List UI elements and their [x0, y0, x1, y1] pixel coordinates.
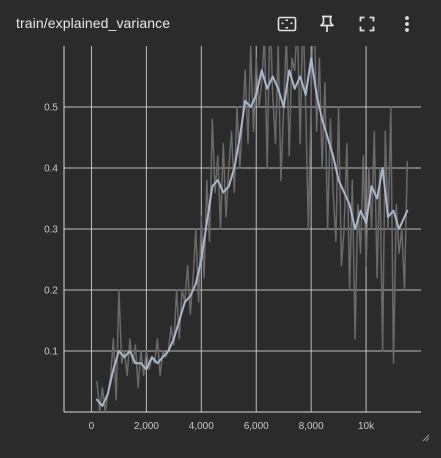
fullscreen-icon: [359, 16, 375, 32]
y-tick-label: 0.1: [44, 347, 58, 358]
fit-domain-button[interactable]: [267, 12, 307, 36]
raw-series-line: [96, 46, 409, 412]
chart-tick-labels: 0 2,000 4,000 6,000 8,000 10k 0.1 0.2 0.3 0.4 0.5: [44, 103, 375, 433]
y-tick-label: 0.2: [44, 286, 58, 297]
chart-title: train/explained_variance: [16, 15, 171, 31]
more-options-button[interactable]: [387, 12, 427, 36]
smoothed-series-line: [96, 57, 409, 407]
more-vert-icon: [404, 15, 410, 33]
x-tick-label: 10k: [358, 421, 375, 432]
fit-domain-icon: [277, 16, 297, 32]
resize-handle-icon[interactable]: [422, 434, 430, 442]
y-tick-label: 0.4: [44, 164, 58, 175]
x-tick-label: 8,000: [299, 421, 324, 432]
chart-toolbar: [267, 12, 427, 36]
fullscreen-button[interactable]: [347, 12, 387, 36]
x-tick-label: 0: [89, 421, 95, 432]
y-tick-label: 0.5: [44, 103, 58, 114]
chart-series: [96, 46, 409, 412]
x-tick-label: 4,000: [189, 421, 214, 432]
x-tick-label: 6,000: [244, 421, 269, 432]
y-tick-label: 0.3: [44, 225, 58, 236]
x-tick-label: 2,000: [134, 421, 159, 432]
pin-icon: [319, 15, 335, 33]
pin-button[interactable]: [307, 12, 347, 36]
